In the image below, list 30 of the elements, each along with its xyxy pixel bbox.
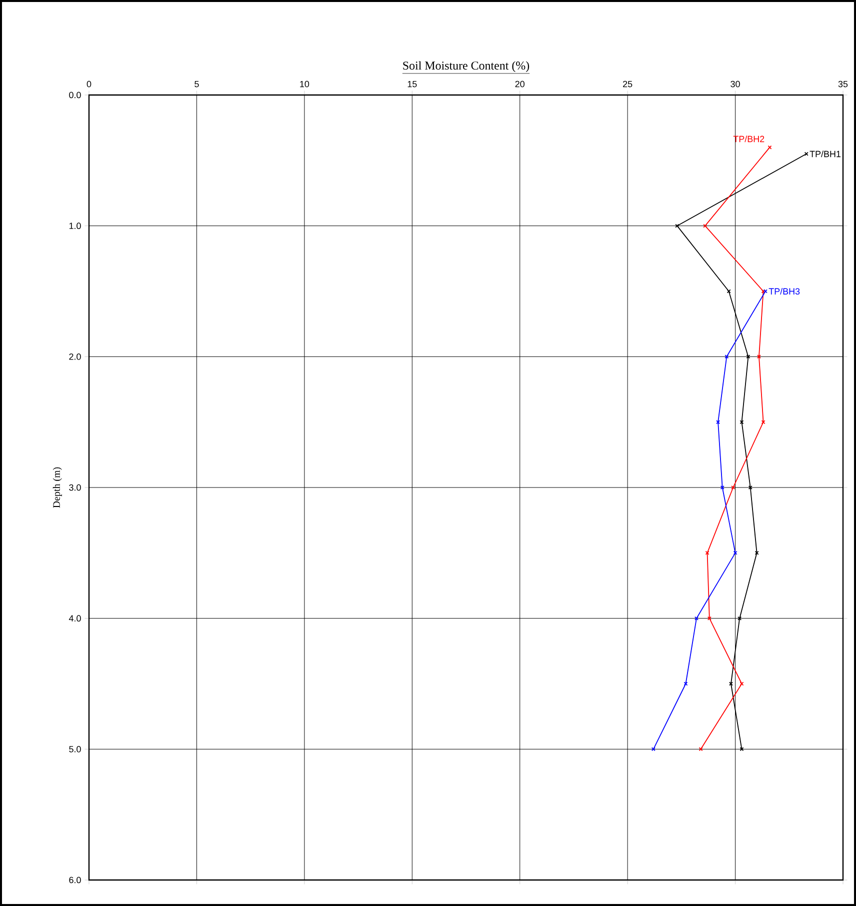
- point: [716, 420, 720, 424]
- point: [731, 486, 736, 490]
- x-tick-label: 10: [300, 80, 310, 88]
- point: [675, 224, 680, 228]
- y-tick-label: 4.0: [68, 615, 81, 622]
- y-tick-label: 6.0: [69, 876, 81, 884]
- point: [724, 354, 729, 359]
- x-tick-label: 0: [86, 80, 92, 88]
- point: [754, 550, 759, 555]
- point: [746, 354, 750, 359]
- x-axis-title: Soil Moisture Content (%): [403, 61, 530, 72]
- series-label: TP/BH1: [810, 150, 841, 158]
- series-label: TP/BH3: [768, 288, 800, 295]
- x-tick-label: 5: [194, 80, 199, 88]
- y-tick-label: 2.0: [69, 353, 81, 360]
- point: [703, 224, 708, 228]
- y-tick-label: 5.0: [69, 746, 81, 752]
- y-tick-label: 1.0: [69, 222, 81, 230]
- x-tick-label: 35: [838, 80, 848, 88]
- point: [740, 682, 744, 686]
- x-tick-label: 20: [515, 80, 524, 88]
- point: [738, 616, 742, 620]
- y-tick-label: 0.0: [69, 92, 81, 98]
- y-axis-title: Depth (m): [52, 467, 62, 508]
- x-tick-label: 25: [623, 80, 632, 88]
- point: [684, 682, 688, 686]
- x-tick-label: 15: [408, 80, 417, 88]
- x-tick-label: 30: [730, 80, 740, 88]
- point: [726, 289, 731, 294]
- y-tick-label: 3.0: [69, 484, 81, 491]
